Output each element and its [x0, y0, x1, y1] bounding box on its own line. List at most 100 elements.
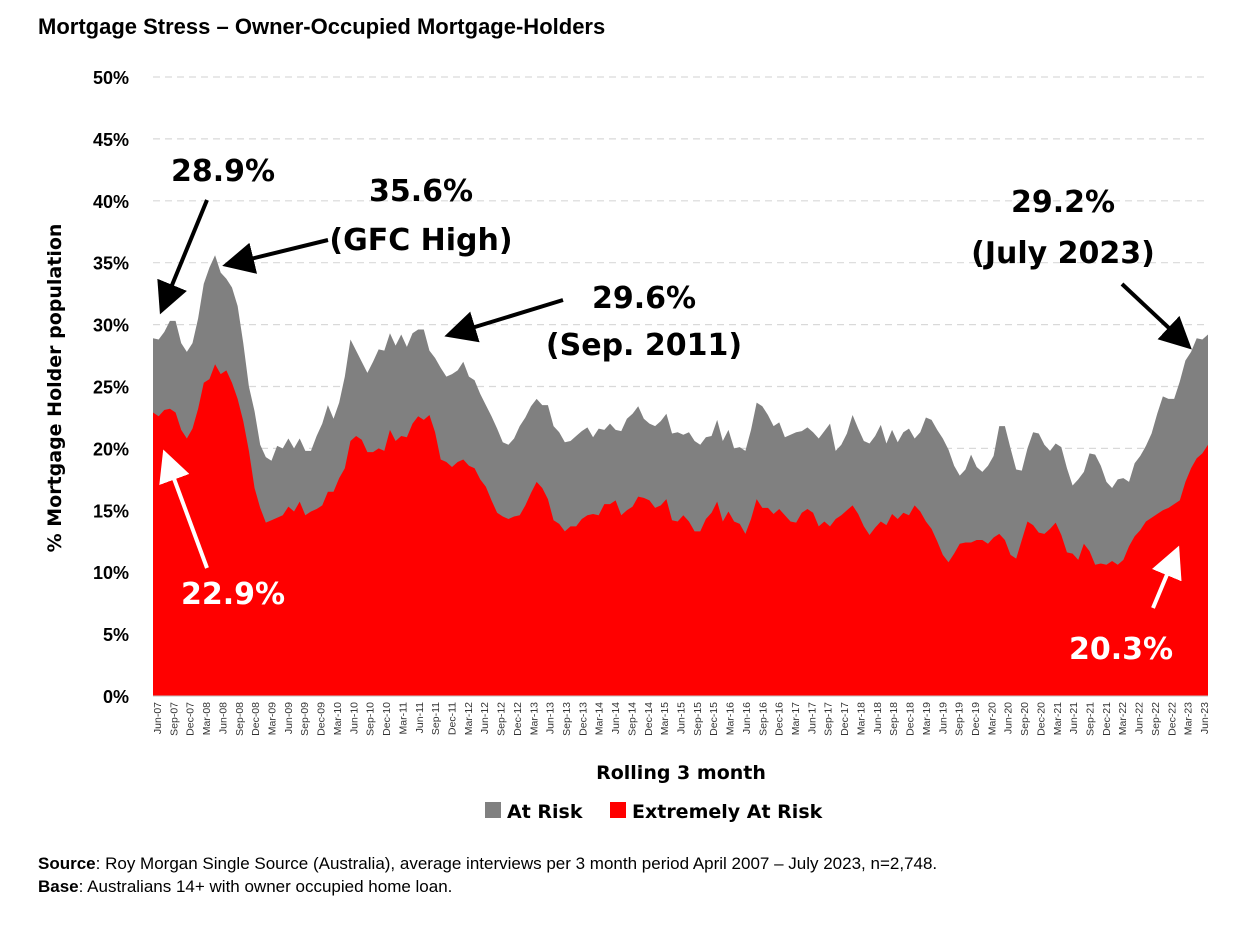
- x-axis-title: Rolling 3 month: [596, 762, 766, 784]
- x-tick-label: Mar-21: [1052, 702, 1064, 735]
- chart-title: Mortgage Stress – Owner-Occupied Mortgag…: [38, 14, 606, 39]
- x-tick-label: Dec-16: [774, 702, 786, 736]
- annotation-label: 28.9%: [171, 154, 275, 189]
- x-tick-label: Sep-22: [1150, 702, 1162, 736]
- x-axis-ticks: Jun-07 Sep-07 Dec-07 Mar-08 Jun-08 Sep-08 Dec-…: [152, 702, 1211, 736]
- y-tick-label: 20%: [93, 439, 129, 459]
- x-tick-label: Dec-09: [316, 702, 328, 736]
- x-tick-label: Sep-14: [626, 702, 638, 736]
- x-tick-label: Mar-13: [528, 702, 540, 735]
- x-tick-label: Sep-16: [757, 702, 769, 736]
- x-tick-label: Jun-20: [1003, 702, 1015, 734]
- legend-swatch-at-risk: [485, 802, 501, 818]
- x-tick-label: Jun-14: [610, 702, 622, 734]
- source-note: Source: Roy Morgan Single Source (Austra…: [38, 852, 937, 875]
- x-tick-label: Mar-15: [659, 702, 671, 735]
- x-tick-label: Dec-20: [1035, 702, 1047, 736]
- annotation-label: 35.6%: [369, 174, 473, 209]
- annotation-label: 22.9%: [181, 577, 285, 612]
- annotation-label: 20.3%: [1069, 632, 1173, 667]
- x-tick-label: Jun-17: [806, 702, 818, 734]
- x-tick-label: Jun-16: [741, 702, 753, 734]
- annotation-label: (July 2023): [971, 236, 1155, 271]
- x-tick-label: Dec-19: [970, 702, 982, 736]
- x-tick-label: Jun-18: [872, 702, 884, 734]
- x-tick-label: Mar-19: [921, 702, 933, 735]
- x-tick-label: Mar-09: [267, 702, 279, 735]
- y-tick-label: 15%: [93, 501, 129, 521]
- x-tick-label: Sep-15: [692, 702, 704, 736]
- annotation-arrow: [444, 298, 564, 343]
- x-tick-label: Dec-18: [905, 702, 917, 736]
- y-tick-label: 30%: [93, 316, 129, 336]
- chart-svg: 0% 5% 10% 15% 20% 25% 30% 35% 40% 45% 50% Jun-07 Se…: [44, 68, 1211, 823]
- x-tick-label: Sep-10: [365, 702, 377, 736]
- annotations: 28.9% 35.6% (GFC High) 29.6% (Sep. 2011) 29.2…: [171, 154, 1173, 667]
- source-text: : Roy Morgan Single Source (Australia), …: [95, 854, 938, 873]
- x-tick-label: Sep-07: [168, 702, 180, 736]
- x-tick-label: Dec-08: [250, 702, 262, 736]
- x-tick-label: Mar-17: [790, 702, 802, 735]
- footer-notes: Source: Roy Morgan Single Source (Austra…: [38, 852, 937, 898]
- annotation-arrows: [157, 199, 1192, 609]
- x-tick-label: Sep-21: [1085, 702, 1097, 736]
- y-tick-label: 5%: [103, 625, 129, 645]
- x-tick-label: Dec-10: [381, 702, 393, 736]
- base-label: Base: [38, 877, 79, 896]
- x-tick-label: Jun-23: [1199, 702, 1211, 734]
- base-note: Base: Australians 14+ with owner occupie…: [38, 875, 937, 898]
- y-tick-label: 50%: [93, 68, 129, 88]
- x-tick-label: Jun-11: [414, 702, 426, 733]
- x-tick-label: Dec-07: [185, 702, 197, 736]
- x-tick-label: Sep-17: [823, 702, 835, 736]
- x-tick-label: Dec-11: [447, 702, 459, 735]
- y-tick-label: 45%: [93, 130, 129, 150]
- y-axis-ticks: 0% 5% 10% 15% 20% 25% 30% 35% 40% 45% 50%: [93, 68, 129, 707]
- x-tick-label: Dec-13: [577, 702, 589, 736]
- area-extremely-at-risk: [153, 364, 1208, 696]
- x-tick-label: Jun-09: [283, 702, 295, 734]
- y-axis-title: % Mortgage Holder population: [44, 224, 66, 553]
- x-tick-label: Jun-13: [545, 702, 557, 734]
- legend-label-extremely-at-risk: Extremely At Risk: [632, 801, 823, 823]
- x-tick-label: Jun-10: [348, 702, 360, 734]
- x-tick-label: Jun-08: [217, 702, 229, 734]
- x-tick-label: Dec-14: [643, 702, 655, 736]
- x-tick-label: Mar-22: [1117, 702, 1129, 735]
- x-tick-label: Mar-10: [332, 702, 344, 735]
- legend-swatch-extremely-at-risk: [610, 802, 626, 818]
- x-tick-label: Mar-18: [856, 702, 868, 735]
- x-tick-label: Jun-12: [479, 702, 491, 734]
- x-tick-label: Mar-08: [201, 702, 213, 735]
- x-tick-label: Sep-20: [1019, 702, 1031, 736]
- annotation-arrow: [159, 449, 209, 569]
- y-tick-label: 25%: [93, 378, 129, 398]
- x-tick-label: Jun-19: [937, 702, 949, 734]
- x-tick-label: Jun-07: [152, 702, 164, 734]
- annotation-arrow: [1120, 282, 1192, 350]
- x-tick-label: Sep-11: [430, 702, 442, 735]
- x-tick-label: Dec-21: [1101, 702, 1113, 736]
- annotation-label: (GFC High): [329, 223, 512, 258]
- x-tick-label: Sep-19: [954, 702, 966, 736]
- y-tick-label: 10%: [93, 563, 129, 583]
- x-tick-label: Dec-15: [708, 702, 720, 736]
- annotation-arrow: [157, 199, 209, 315]
- y-tick-label: 35%: [93, 254, 129, 274]
- x-tick-label: Mar-12: [463, 702, 475, 735]
- source-label: Source: [38, 854, 96, 873]
- x-tick-label: Sep-08: [234, 702, 246, 736]
- x-tick-label: Jun-22: [1134, 702, 1146, 734]
- x-tick-label: Mar-20: [986, 702, 998, 735]
- base-text: : Australians 14+ with owner occupied ho…: [78, 877, 453, 896]
- x-tick-label: Jun-15: [676, 702, 688, 734]
- x-tick-label: Mar-16: [725, 702, 737, 735]
- x-tick-label: Sep-09: [299, 702, 311, 736]
- x-tick-label: Jun-21: [1068, 702, 1080, 734]
- legend-label-at-risk: At Risk: [507, 801, 583, 823]
- legend: At Risk Extremely At Risk: [485, 801, 823, 823]
- y-tick-label: 0%: [103, 687, 129, 707]
- annotation-label: (Sep. 2011): [546, 328, 742, 363]
- x-tick-label: Sep-13: [561, 702, 573, 736]
- x-tick-label: Mar-23: [1183, 702, 1195, 735]
